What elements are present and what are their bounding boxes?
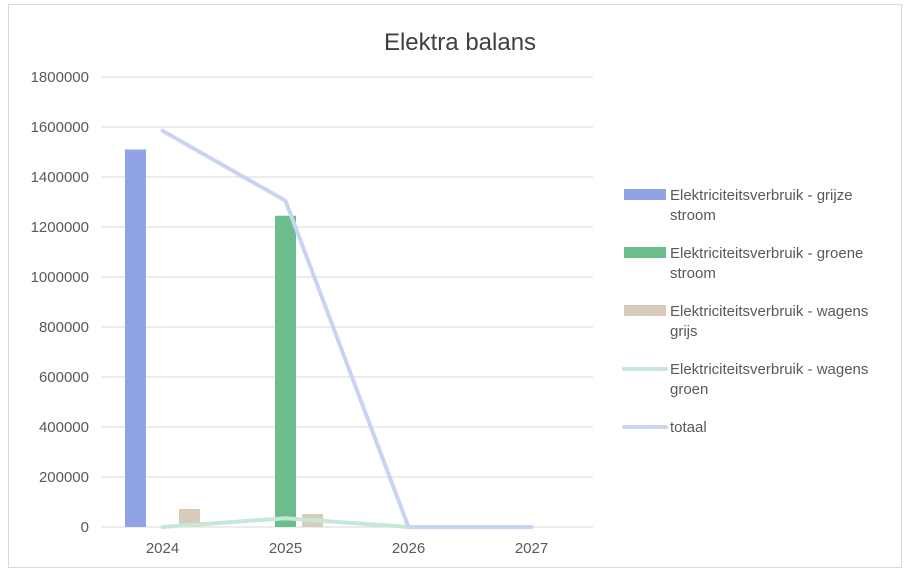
- y-tick-label: 1200000: [31, 219, 89, 236]
- y-tick-label: 1800000: [31, 69, 89, 86]
- y-tick-label: 800000: [39, 319, 89, 336]
- legend-swatch: [624, 305, 666, 316]
- y-tick-label: 1400000: [31, 169, 89, 186]
- y-tick-label: 600000: [39, 369, 89, 386]
- chart-title: Elektra balans: [384, 29, 536, 56]
- bar: [275, 215, 296, 527]
- y-axis: 0 200000 400000 600000 800000 1000000 1200000 1…: [31, 69, 89, 536]
- legend-label: grijs: [670, 323, 698, 340]
- legend-swatch: [624, 189, 666, 200]
- legend-label: Elektriciteitsverbruik - wagens: [670, 303, 868, 320]
- legend-label: Elektriciteitsverbruik - groene: [670, 245, 863, 262]
- x-tick-label: 2027: [515, 540, 548, 557]
- legend-label: Elektriciteitsverbruik - wagens: [670, 361, 868, 378]
- legend-label: Elektriciteitsverbruik - grijze: [670, 187, 853, 204]
- legend-label: groen: [670, 381, 708, 398]
- chart-area: Elektra balans 0 200000 400000 600000 800000…: [8, 4, 902, 568]
- y-tick-label: 200000: [39, 469, 89, 486]
- bar-series: [125, 149, 323, 527]
- y-tick-label: 1600000: [31, 119, 89, 136]
- legend-label: totaal: [670, 419, 707, 436]
- legend-swatch: [624, 247, 666, 258]
- line-series: [160, 128, 534, 529]
- x-tick-label: 2025: [269, 540, 302, 557]
- legend-label: stroom: [670, 265, 716, 282]
- x-axis: 2024 2025 2026 2027: [146, 540, 548, 557]
- gridlines: [101, 76, 593, 528]
- x-tick-label: 2024: [146, 540, 179, 557]
- chart-svg: Elektra balans 0 200000 400000 600000 800000…: [31, 29, 869, 557]
- bar: [125, 149, 146, 527]
- legend-label: stroom: [670, 207, 716, 224]
- series-line: [160, 128, 534, 529]
- legend: Elektriciteitsverbruik - grijze stroom Ele…: [622, 187, 868, 436]
- y-tick-label: 0: [81, 519, 89, 536]
- x-tick-label: 2026: [392, 540, 425, 557]
- y-tick-label: 1000000: [31, 269, 89, 286]
- bar: [179, 509, 200, 527]
- y-tick-label: 400000: [39, 419, 89, 436]
